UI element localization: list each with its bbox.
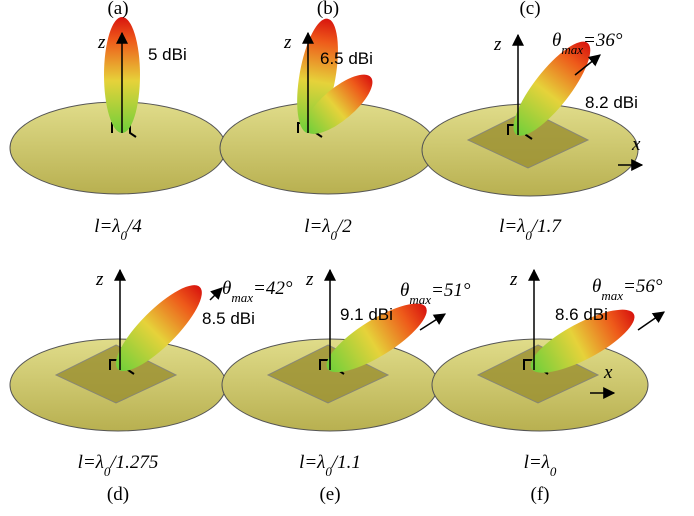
caption: l=λ0 (524, 452, 557, 479)
z-label: z (95, 269, 104, 290)
caption-main: l=λ (499, 216, 525, 237)
panel-label: (a) (107, 0, 128, 19)
caption-rest: /4 (126, 216, 142, 237)
theta-symbol: θ (400, 280, 409, 301)
caption-rest: /1.1 (331, 452, 361, 473)
theta-value: =56° (623, 276, 663, 297)
panel: z (f) 8.6 dBi x θmax=56° l=λ0 (432, 269, 664, 505)
figure: z(a)5 dBil=λ0/4z(b)6.5 dBil=λ0/2z(c)8.2 … (0, 0, 694, 516)
caption: l=λ0/1.7 (499, 216, 562, 243)
theta-sub: max (561, 42, 583, 57)
theta-sub: max (601, 288, 623, 303)
panel: z(a) 5 dBi l=λ0/4 (10, 0, 226, 243)
caption-rest: /1.275 (109, 452, 158, 473)
panel: z (c) 8.2 dBi x θmax=36° l=λ0/1.7 (422, 0, 642, 243)
caption-sub: 0 (550, 464, 557, 479)
direction-arrow (210, 288, 222, 300)
gain-label: 6.5 dBi (320, 49, 373, 68)
caption: l=λ0/1.1 (299, 452, 361, 479)
panel-label: (f) (531, 484, 550, 505)
theta-value: =51° (431, 280, 471, 301)
panel-label: (b) (317, 0, 339, 19)
theta-value: =36° (583, 30, 623, 51)
x-label: x (603, 362, 613, 383)
theta-symbol: θ (552, 30, 561, 51)
panel-label: (c) (519, 0, 540, 19)
z-label: z (493, 34, 502, 55)
panel: z (b) 6.5 dBi l=λ0/2 (220, 0, 436, 243)
caption-rest: /2 (336, 216, 352, 237)
caption-main: l=λ (304, 216, 330, 237)
caption: l=λ0/1.275 (78, 452, 159, 479)
gain-label: 8.5 dBi (202, 309, 255, 328)
theta-sub: max (231, 290, 253, 305)
gain-label: 8.6 dBi (555, 305, 608, 324)
caption-main: l=λ (94, 216, 120, 237)
caption-main: l=λ (524, 452, 550, 473)
theta-value: =42° (253, 278, 293, 299)
gain-label: 9.1 dBi (340, 305, 393, 324)
direction-arrow (638, 312, 664, 330)
caption: l=λ0/4 (94, 216, 142, 243)
panel-label: (e) (319, 484, 340, 505)
caption-main: l=λ (299, 452, 325, 473)
theta-max: θmax=42° (222, 278, 293, 305)
z-label: z (305, 269, 314, 290)
z-label: z (509, 269, 518, 290)
theta-max: θmax=56° (592, 276, 663, 303)
gain-label: 5 dBi (148, 45, 187, 64)
panel-label: (d) (107, 484, 129, 505)
caption-rest: /1.7 (531, 216, 563, 237)
caption: l=λ0/2 (304, 216, 352, 243)
gain-label: 8.2 dBi (585, 93, 638, 112)
z-label: z (97, 32, 106, 53)
theta-max: θmax=51° (400, 280, 471, 307)
theta-symbol: θ (222, 278, 231, 299)
theta-sub: max (409, 292, 431, 307)
z-label: z (283, 32, 292, 53)
caption-main: l=λ (78, 452, 104, 473)
theta-symbol: θ (592, 276, 601, 297)
x-label: x (631, 134, 641, 155)
